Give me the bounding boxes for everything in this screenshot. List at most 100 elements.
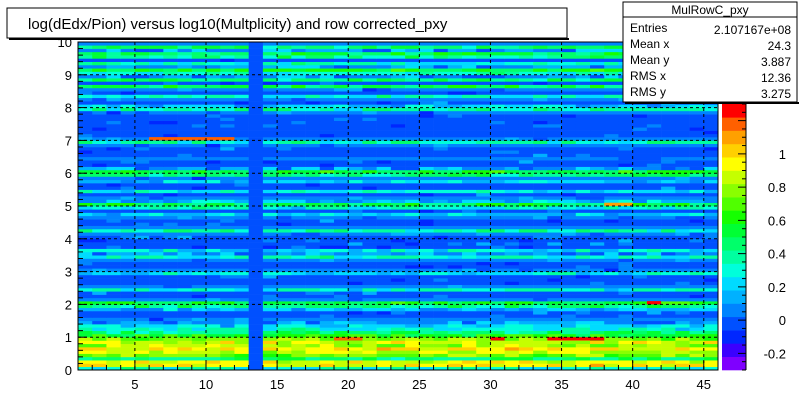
heatmap-cell [575,255,591,259]
heatmap-cell [348,206,363,210]
heatmap-cell [362,281,377,286]
heatmap-cell [248,140,264,144]
heatmap-cell [262,64,278,69]
heatmap-cell [433,183,449,187]
heatmap-cell [78,268,93,272]
heatmap-cell [604,58,619,62]
heatmap-cell [703,104,719,108]
heatmap-cell [462,192,477,197]
heatmap-cell [433,68,449,72]
heatmap-cell [291,146,306,151]
heatmap-cell [262,366,278,371]
heatmap-cell [78,356,93,361]
heatmap-cell [277,42,292,46]
heatmap-cell [191,61,207,66]
heatmap-cell [476,202,491,207]
heatmap-cell [334,163,349,167]
heatmap-cell [447,307,463,312]
heatmap-cell [504,310,520,315]
heatmap-cell [177,235,193,240]
heatmap-cell [334,235,349,240]
x-tick-label: 30 [483,377,497,392]
heatmap-cell [632,258,648,263]
heatmap-cell [703,284,719,289]
heatmap-cell [92,271,107,276]
heatmap-cell [646,307,662,312]
heatmap-cell [661,202,676,207]
heatmap-cell [632,146,648,151]
heatmap-cell [575,271,591,276]
heatmap-cell [518,324,534,328]
heatmap-cell [291,166,306,171]
heatmap-cell [575,176,591,181]
heatmap-cell [120,146,136,151]
heatmap-cell [575,215,591,220]
heatmap-cell [191,130,207,135]
heatmap-cell [277,206,292,210]
heatmap-cell [248,91,264,95]
heatmap-cell [604,324,619,328]
heatmap-cell [120,271,136,276]
heatmap-cell [604,301,619,305]
heatmap-cell [675,169,690,174]
heatmap-cell [334,320,349,325]
heatmap-cell [632,301,648,305]
heatmap-cell [149,366,164,371]
heatmap-cell [390,366,406,371]
heatmap-cell [206,356,221,361]
heatmap-cell [547,219,562,223]
heatmap-cell [703,156,719,161]
heatmap-cell [533,166,548,171]
heatmap-cell [177,127,193,131]
heatmap-cell [248,215,264,220]
heatmap-cell [291,212,306,217]
heatmap-cell [689,333,705,338]
heatmap-cell [590,74,605,79]
heatmap-cell [433,353,449,358]
heatmap-cell [376,288,392,292]
heatmap-cell [92,222,107,226]
heatmap-cell [703,179,719,184]
heatmap-cell [220,324,235,328]
heatmap-cell [547,153,562,158]
heatmap-cell [362,356,377,361]
heatmap-cell [405,84,420,89]
heatmap-cell [476,94,491,99]
heatmap-cell [561,219,577,223]
heatmap-cell [206,288,221,292]
heatmap-cell [220,48,235,53]
heatmap-cell [561,153,577,158]
heatmap-cell [319,81,335,85]
heatmap-cell [134,350,150,354]
heatmap-cell [248,291,264,295]
heatmap-cell [134,183,150,187]
heatmap-cell [348,242,363,246]
heatmap-cell [405,156,420,161]
heatmap-cell [618,265,633,269]
heatmap-cell [305,199,321,204]
heatmap-cell [78,255,93,259]
heatmap-cell [604,143,619,148]
heatmap-cell [533,261,548,266]
heatmap-cell [334,61,349,66]
heatmap-cell [376,81,392,85]
heatmap-cell [277,150,292,154]
heatmap-cell [433,153,449,158]
heatmap-cell [590,42,605,46]
heatmap-cell [547,356,562,361]
heatmap-cell [220,202,235,207]
heatmap-cell [220,265,235,269]
heatmap-cell [334,51,349,56]
heatmap-cell [618,219,633,223]
heatmap-cell [362,84,377,89]
heatmap-cell [262,114,278,118]
heatmap-cell [646,104,662,108]
heatmap-cell [618,186,633,190]
heatmap-cell [163,215,178,220]
heatmap-cell [462,320,477,325]
heatmap-cell [120,179,136,184]
heatmap-cell [206,71,221,76]
heatmap-cell [277,258,292,263]
heatmap-cell [206,58,221,62]
heatmap-cell [518,294,534,299]
